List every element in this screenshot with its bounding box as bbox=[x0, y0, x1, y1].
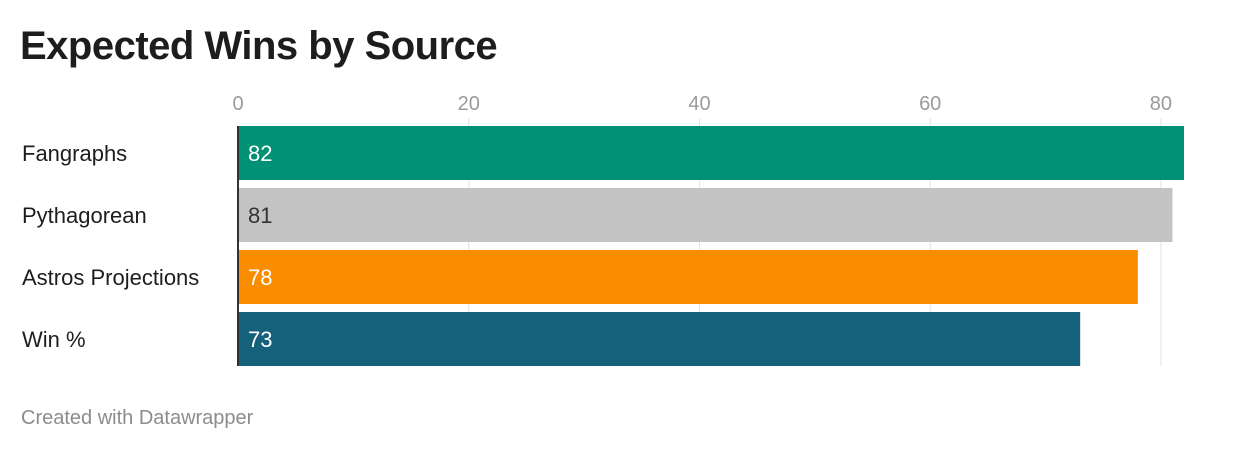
chart-title: Expected Wins by Source bbox=[20, 24, 498, 68]
footer-credit: Created with Datawrapper bbox=[21, 407, 254, 429]
category-label: Fangraphs bbox=[22, 141, 127, 166]
bar-pythagorean bbox=[238, 188, 1173, 242]
x-tick-label: 80 bbox=[1150, 93, 1172, 115]
category-label: Astros Projections bbox=[22, 265, 199, 290]
x-tick-label: 60 bbox=[919, 93, 941, 115]
value-label: 73 bbox=[248, 327, 272, 352]
category-label: Pythagorean bbox=[22, 203, 147, 228]
bar-astros-projections bbox=[238, 250, 1138, 304]
value-label: 81 bbox=[248, 203, 272, 228]
value-label: 78 bbox=[248, 265, 272, 290]
bar-chart: 0 20 40 60 80 Fangraphs 82 Pythagorean 81 Astros … bbox=[22, 93, 1184, 366]
x-tick-label: 20 bbox=[458, 93, 480, 115]
x-tick-label: 40 bbox=[688, 93, 710, 115]
x-tick-label: 0 bbox=[232, 93, 243, 115]
bar-win bbox=[238, 312, 1081, 366]
value-label: 82 bbox=[248, 141, 272, 166]
bar-fangraphs bbox=[238, 126, 1184, 180]
category-label: Win % bbox=[22, 327, 86, 352]
